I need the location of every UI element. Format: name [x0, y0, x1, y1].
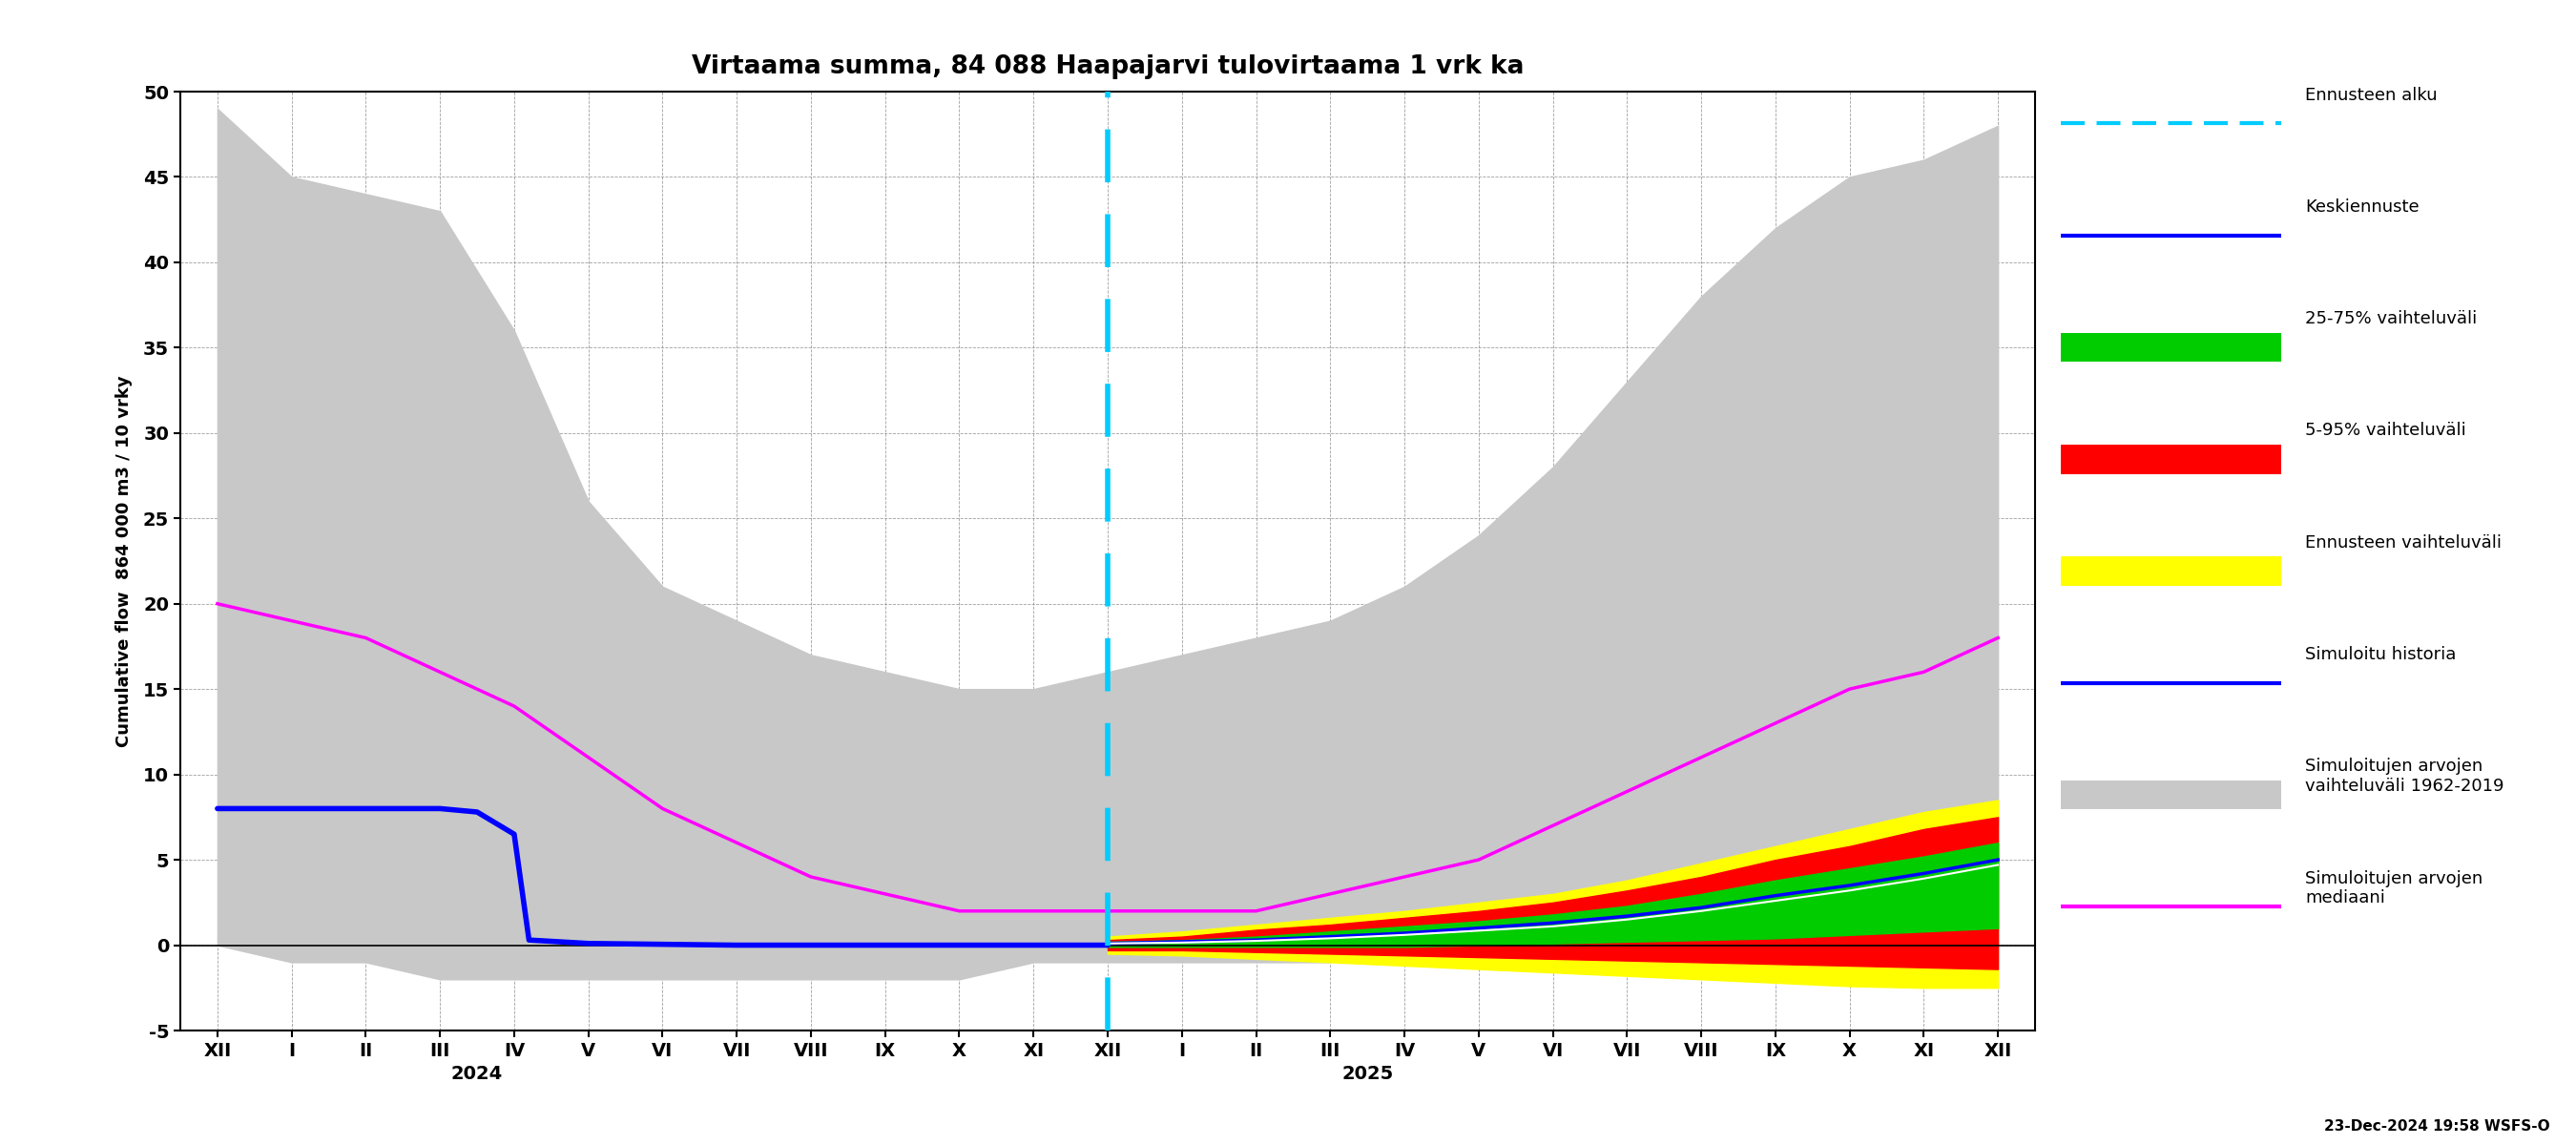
Text: 25-75% vaihteluväli: 25-75% vaihteluväli [2306, 310, 2478, 327]
FancyBboxPatch shape [2061, 444, 2282, 474]
Text: 5-95% vaihteluväli: 5-95% vaihteluväli [2306, 423, 2465, 440]
Y-axis label: Cumulative flow  864 000 m3 / 10 vrky: Cumulative flow 864 000 m3 / 10 vrky [116, 376, 131, 747]
Title: Virtaama summa, 84 088 Haapajarvi tulovirtaama 1 vrk ka: Virtaama summa, 84 088 Haapajarvi tulovi… [690, 54, 1525, 79]
Text: Ennusteen vaihteluväli: Ennusteen vaihteluväli [2306, 534, 2501, 551]
Text: Simuloitu historia: Simuloitu historia [2306, 646, 2458, 663]
Text: Simuloitujen arvojen
mediaani: Simuloitujen arvojen mediaani [2306, 870, 2483, 907]
Text: 2025: 2025 [1342, 1065, 1394, 1083]
Text: Ennusteen alku: Ennusteen alku [2306, 86, 2437, 103]
FancyBboxPatch shape [2061, 781, 2282, 810]
Text: 2024: 2024 [451, 1065, 502, 1083]
Text: 23-Dec-2024 19:58 WSFS-O: 23-Dec-2024 19:58 WSFS-O [2324, 1120, 2550, 1134]
Text: Simuloitujen arvojen
vaihteluväli 1962-2019: Simuloitujen arvojen vaihteluväli 1962-2… [2306, 758, 2504, 795]
FancyBboxPatch shape [2061, 333, 2282, 362]
FancyBboxPatch shape [2061, 556, 2282, 586]
Text: Keskiennuste: Keskiennuste [2306, 198, 2419, 215]
